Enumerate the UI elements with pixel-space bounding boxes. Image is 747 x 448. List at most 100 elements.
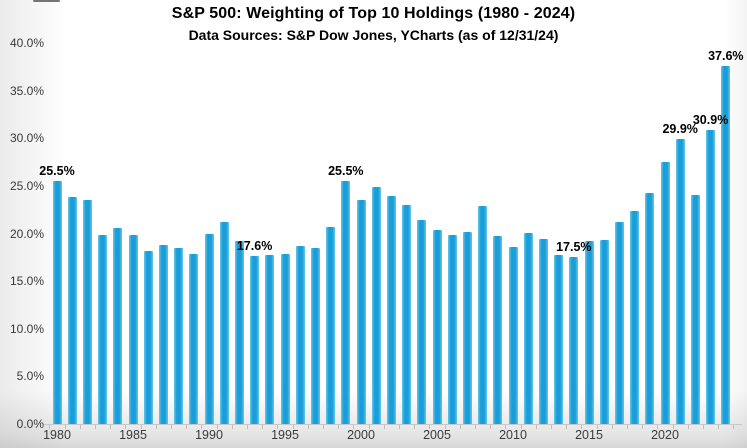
x-tick-label-2005: 2005 xyxy=(423,428,451,442)
x-tick-mark xyxy=(49,425,51,429)
x-tick-mark xyxy=(95,425,96,429)
x-tick-mark xyxy=(125,425,127,429)
x-tick-mark xyxy=(64,425,66,429)
x-tick-mark xyxy=(79,425,81,429)
bar-2015 xyxy=(584,241,594,424)
bar-1994 xyxy=(265,255,275,424)
bar-2021 xyxy=(675,139,685,424)
value-label-2021: 29.9% xyxy=(662,122,698,137)
x-tick-mark xyxy=(718,425,720,429)
bar-1986 xyxy=(143,250,153,424)
x-tick-mark xyxy=(262,425,264,429)
bar-1991 xyxy=(219,222,229,424)
bar-2010 xyxy=(508,246,518,424)
bar-1987 xyxy=(158,244,168,424)
value-label-2023: 30.9% xyxy=(692,112,729,127)
bar-1998 xyxy=(326,226,336,424)
bar-2002 xyxy=(386,196,396,424)
bar-2008 xyxy=(478,205,488,424)
bar-1988 xyxy=(174,247,184,424)
bar-2011 xyxy=(523,232,533,424)
x-tick-label-2015: 2015 xyxy=(575,428,603,442)
y-tick-label: 5.0% xyxy=(16,369,44,384)
bar-2014 xyxy=(569,257,579,424)
x-tick-mark xyxy=(459,425,461,429)
bar-2000 xyxy=(356,200,366,424)
x-tick-mark xyxy=(307,425,309,429)
chart-subtitle: Data Sources: S&P Dow Jones, YCharts (as… xyxy=(188,27,559,43)
x-tick-mark xyxy=(155,425,157,429)
x-tick-mark xyxy=(596,425,598,429)
bar-2004 xyxy=(417,220,427,424)
x-tick-mark xyxy=(414,425,416,429)
chart-title: S&P 500: Weighting of Top 10 Holdings (1… xyxy=(171,5,576,22)
x-tick-mark xyxy=(505,425,507,429)
value-label-1993: 17.6% xyxy=(236,239,273,254)
y-tick-label: 25.0% xyxy=(9,178,44,193)
bar-2009 xyxy=(493,236,503,424)
bar-1997 xyxy=(310,247,320,424)
bar-1982 xyxy=(82,200,92,424)
x-tick-label-2020: 2020 xyxy=(651,428,679,442)
bar-1980 xyxy=(52,181,62,424)
x-tick-label-1995: 1995 xyxy=(271,428,299,442)
y-tick-label: 40.0% xyxy=(9,36,44,50)
x-tick-mark xyxy=(353,425,355,429)
bar-2016 xyxy=(599,240,609,424)
bar-2017 xyxy=(614,222,624,424)
value-label-2024: 37.6% xyxy=(708,48,744,63)
bar-2019 xyxy=(645,193,655,424)
y-tick-label: 0.0% xyxy=(16,417,44,431)
bar-2022 xyxy=(690,195,700,424)
x-tick-label-2010: 2010 xyxy=(499,428,527,442)
bar-1989 xyxy=(189,254,199,424)
value-label-1980: 25.5% xyxy=(39,164,75,179)
x-tick-mark xyxy=(672,425,674,429)
screenshot-edge-artifact xyxy=(33,0,60,2)
bar-2018 xyxy=(630,210,640,424)
bar-1981 xyxy=(67,197,77,424)
bar-1990 xyxy=(204,233,214,424)
x-tick-mark xyxy=(383,425,385,429)
y-tick-label: 10.0% xyxy=(9,321,44,336)
value-label-2014: 17.5% xyxy=(556,240,592,255)
x-axis-line xyxy=(44,424,742,425)
bar-1996 xyxy=(295,245,305,424)
bar-2006 xyxy=(447,235,457,424)
x-tick-mark xyxy=(475,425,476,429)
x-tick-label-1990: 1990 xyxy=(195,428,223,442)
bar-1995 xyxy=(280,254,290,424)
x-tick-mark xyxy=(444,425,446,429)
x-tick-mark xyxy=(110,425,112,429)
x-tick-mark xyxy=(490,425,492,429)
x-tick-mark xyxy=(186,425,188,429)
x-tick-mark xyxy=(566,425,568,429)
x-tick-mark xyxy=(247,425,248,429)
x-tick-mark xyxy=(338,425,340,429)
value-label-1999: 25.5% xyxy=(328,164,364,179)
y-tick-label: 20.0% xyxy=(9,226,44,241)
x-tick-mark xyxy=(429,425,431,429)
x-tick-mark xyxy=(611,425,613,429)
bar-1983 xyxy=(98,235,108,424)
x-tick-mark xyxy=(520,425,522,429)
y-tick-label: 35.0% xyxy=(9,83,44,98)
bar-2013 xyxy=(554,255,564,424)
x-tick-label-1980: 1980 xyxy=(43,428,71,442)
bar-2020 xyxy=(660,162,670,424)
x-tick-mark xyxy=(277,425,279,429)
x-tick-mark xyxy=(733,425,735,429)
bar-2012 xyxy=(538,239,548,424)
x-tick-mark xyxy=(627,425,628,429)
x-tick-mark xyxy=(535,425,537,429)
x-tick-mark xyxy=(657,425,659,429)
bar-2001 xyxy=(371,186,381,424)
x-tick-mark xyxy=(201,425,203,429)
x-tick-mark xyxy=(292,425,294,429)
x-tick-mark xyxy=(171,425,172,429)
x-tick-label-1985: 1985 xyxy=(119,428,147,442)
x-tick-mark xyxy=(642,425,644,429)
bar-1999 xyxy=(341,181,351,424)
bar-1993 xyxy=(250,256,260,424)
